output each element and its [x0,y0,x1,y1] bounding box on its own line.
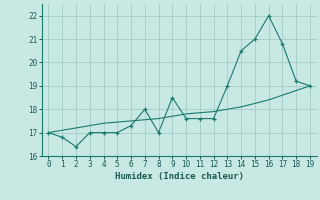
X-axis label: Humidex (Indice chaleur): Humidex (Indice chaleur) [115,172,244,181]
